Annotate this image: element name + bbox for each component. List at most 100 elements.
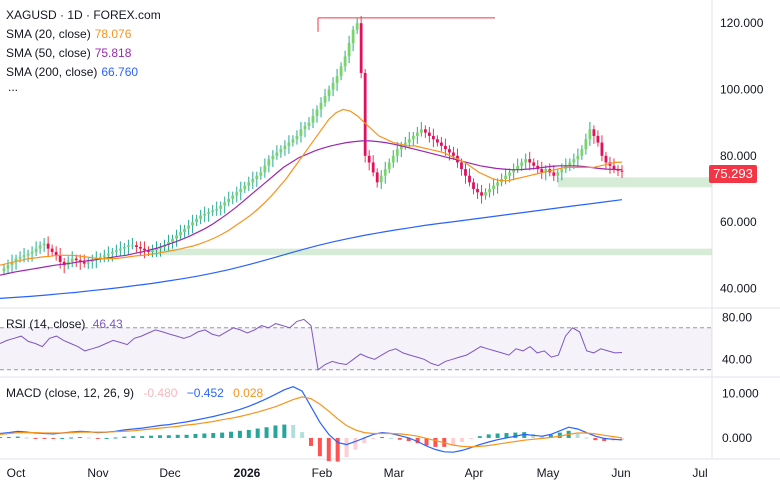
candle-body	[375, 172, 379, 183]
candle-body	[126, 245, 130, 247]
candle-body	[588, 129, 592, 140]
candle-body	[323, 96, 327, 103]
macd-histogram-bar	[522, 432, 527, 438]
macd-histogram-bar	[317, 437, 322, 457]
macd-histogram-bar	[495, 433, 500, 438]
time-tick-label: Oct	[7, 466, 26, 480]
macd-histogram-bar	[246, 429, 251, 438]
candle-body	[10, 261, 14, 266]
candle-body	[415, 132, 419, 136]
macd-tick-label: 0.000	[722, 431, 752, 445]
candle-body	[391, 155, 395, 163]
candle-body	[195, 218, 199, 223]
candle-body	[106, 253, 110, 256]
time-tick-label: Feb	[312, 466, 333, 480]
candle-body	[528, 159, 532, 163]
candle-body	[219, 205, 223, 209]
candle-body	[448, 149, 451, 153]
macd-histogram-bar	[122, 436, 127, 438]
macd-histogram-bar	[149, 435, 154, 438]
candle-body	[34, 248, 38, 252]
sma200-legend[interactable]: SMA (200, close) 66.760	[6, 65, 138, 79]
candle-body	[70, 258, 74, 262]
candle-body	[592, 129, 596, 136]
last-price-tag: 75.293	[709, 165, 757, 183]
macd-histogram-bar	[371, 437, 376, 439]
macd-histogram-bar	[202, 433, 207, 438]
macd-histogram-bar	[353, 437, 358, 450]
macd-histogram-bar	[477, 436, 482, 438]
candle-body	[568, 162, 572, 166]
macd-histogram-bar	[0, 437, 2, 439]
candle-body	[26, 253, 30, 256]
candle-body	[211, 210, 215, 213]
sma200-label: SMA (200, close)	[6, 65, 98, 79]
more-indicators-button[interactable]: ...	[8, 80, 19, 94]
macd-histogram-bar	[602, 437, 607, 442]
macd-histogram-bar	[388, 437, 393, 439]
macd-histogram-bar	[255, 428, 260, 438]
macd-value: −0.452	[186, 386, 224, 400]
candle-body	[552, 172, 556, 176]
candle-body	[295, 135, 299, 140]
candle-body	[159, 246, 162, 249]
candle-body	[520, 162, 524, 166]
macd-histogram-bar	[282, 424, 287, 438]
candle-body	[435, 139, 439, 143]
candle-body	[604, 155, 608, 163]
symbol-title[interactable]: XAGUSD · 1D · FOREX.com	[6, 8, 161, 22]
macd-histogram-bar	[486, 434, 491, 438]
rsi-tick-label: 80.00	[722, 310, 752, 324]
time-tick-label: Apr	[465, 466, 484, 480]
rsi-line	[0, 318, 623, 371]
candle-body	[584, 139, 588, 150]
candle-body	[18, 256, 22, 259]
macd-legend[interactable]: MACD (close, 12, 26, 9) -0.480 −0.452 0.…	[6, 386, 263, 400]
macd-histogram-bar	[309, 437, 313, 446]
candle-body	[267, 159, 271, 166]
candle-body	[460, 162, 463, 170]
price-tick-label: 120.000	[720, 16, 764, 30]
candle-body	[6, 265, 10, 269]
candle-body	[271, 155, 275, 160]
candle-body	[299, 129, 303, 136]
candle-body	[347, 43, 351, 57]
rsi-legend[interactable]: RSI (14, close) 46.43	[6, 317, 123, 331]
candle-body	[512, 169, 516, 173]
macd-histogram-bar	[504, 433, 509, 438]
candle-body	[319, 102, 323, 110]
candle-body	[191, 222, 195, 226]
candle-body	[452, 152, 455, 156]
candle-body	[207, 212, 211, 214]
candle-body	[42, 243, 46, 246]
candle-body	[508, 172, 512, 176]
candle-body	[82, 261, 86, 264]
sma50-legend[interactable]: SMA (50, close) 75.818	[6, 46, 131, 60]
candle-body	[335, 76, 339, 83]
candle-body	[536, 165, 540, 170]
candle-body	[90, 260, 94, 262]
sma20-legend[interactable]: SMA (20, close) 78.076	[6, 27, 131, 41]
candle-body	[239, 188, 243, 193]
candle-body	[46, 243, 50, 249]
candle-body	[516, 165, 520, 170]
candle-body	[283, 145, 287, 150]
rsi-band	[0, 327, 712, 370]
candle-body	[331, 82, 335, 90]
candle-body	[118, 248, 122, 251]
candle-body	[359, 23, 363, 73]
macd-histogram-bar	[211, 433, 216, 438]
macd-histogram-bar	[15, 436, 20, 438]
macd-histogram-bar	[584, 437, 589, 439]
candle-body	[307, 122, 311, 126]
support-zone	[558, 177, 712, 188]
candle-body	[532, 162, 536, 166]
macd-histogram-bar	[593, 437, 598, 441]
candle-body	[227, 198, 231, 203]
candle-body	[287, 142, 291, 146]
candle-body	[122, 246, 126, 249]
rsi-label: RSI (14, close)	[6, 317, 86, 331]
candle-body	[98, 256, 102, 259]
